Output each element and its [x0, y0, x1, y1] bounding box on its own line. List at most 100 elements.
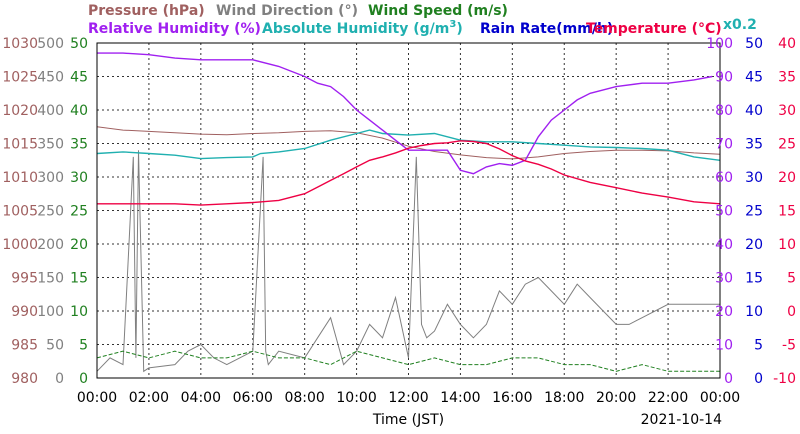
y-tick-label: 400 — [37, 103, 64, 119]
y-tick-label: 70 — [715, 137, 733, 153]
y-tick-label: 20 — [745, 237, 763, 253]
y-tick-label: 30 — [70, 170, 88, 186]
series-line — [96, 350, 720, 372]
y-tick-label: 25 — [70, 204, 88, 220]
legend-item: Pressure (hPa) — [88, 3, 205, 19]
y-tick-label: 1020 — [2, 103, 38, 119]
y-tick-label: 30 — [745, 170, 763, 186]
y-tick-label: 25 — [778, 137, 796, 153]
y-tick-label: 40 — [70, 103, 88, 119]
y-tick-label: 50 — [70, 36, 88, 52]
y-tick-label: 1015 — [2, 137, 38, 153]
axes: 9809859909951000100510101015102010251030… — [2, 36, 796, 406]
y-tick-label: 5 — [787, 271, 796, 287]
y-tick-label: 300 — [37, 170, 64, 186]
y-tick-label: 10 — [745, 304, 763, 320]
y-tick-label: 1010 — [2, 170, 38, 186]
x-tick-label: 00:00 — [77, 390, 117, 406]
y-tick-label: 40 — [745, 103, 763, 119]
y-tick-label: 20 — [715, 304, 733, 320]
y-tick-label: 50 — [46, 338, 64, 354]
x-tick-label: 02:00 — [129, 390, 169, 406]
y-tick-label: 1005 — [2, 204, 38, 220]
x-tick-label: 06:00 — [233, 390, 273, 406]
y-tick-label: 450 — [37, 70, 64, 86]
y-tick-label: 60 — [715, 170, 733, 186]
plot-frame — [96, 42, 721, 379]
x-tick-label: 04:00 — [181, 390, 221, 406]
x-tick-label: 20:00 — [596, 390, 636, 406]
x-tick-label: 10:00 — [336, 390, 376, 406]
y-tick-label: 500 — [37, 36, 64, 52]
y-tick-label: 985 — [11, 338, 38, 354]
y-tick-label: 40 — [715, 237, 733, 253]
y-tick-label: 30 — [715, 271, 733, 287]
y-tick-label: 50 — [745, 36, 763, 52]
y-tick-label: 0 — [724, 371, 733, 387]
y-tick-label: 0 — [79, 371, 88, 387]
y-tick-label: 350 — [37, 137, 64, 153]
y-tick-label: 0 — [55, 371, 64, 387]
ah-scale-note: x0.2 — [723, 17, 757, 33]
y-tick-label: 10 — [70, 304, 88, 320]
y-tick-label: 20 — [70, 237, 88, 253]
legend-item: Rain Rate(mm/h) — [480, 21, 613, 37]
y-tick-label: 35 — [745, 137, 763, 153]
y-tick-label: 90 — [715, 70, 733, 86]
y-tick-label: 200 — [37, 237, 64, 253]
y-tick-label: 45 — [70, 70, 88, 86]
y-tick-label: 15 — [745, 271, 763, 287]
x-tick-label: 22:00 — [648, 390, 688, 406]
x-tick-label: 00:00 — [700, 390, 740, 406]
grid — [97, 43, 720, 378]
y-tick-label: 0 — [754, 371, 763, 387]
y-tick-label: 80 — [715, 103, 733, 119]
x-tick-label: 14:00 — [440, 390, 480, 406]
legend-item: Wind Direction (°) — [216, 3, 358, 19]
series-line — [97, 140, 721, 206]
x-tick-label: 08:00 — [284, 390, 324, 406]
y-tick-label: 100 — [37, 304, 64, 320]
y-tick-label: 10 — [715, 338, 733, 354]
x-tick-label: 12:00 — [388, 390, 428, 406]
date-label: 2021-10-14 — [641, 412, 722, 428]
y-tick-label: 1030 — [2, 36, 38, 52]
y-tick-label: 5 — [754, 338, 763, 354]
legend-item: Temperature (°C) — [586, 21, 722, 37]
y-tick-label: 15 — [70, 271, 88, 287]
y-tick-label: 995 — [11, 271, 38, 287]
series-line — [96, 150, 720, 373]
y-tick-label: 100 — [706, 36, 733, 52]
y-tick-label: 30 — [778, 103, 796, 119]
y-tick-label: -10 — [773, 371, 796, 387]
legend-item: Wind Speed (m/s) — [368, 3, 508, 19]
y-tick-label: 150 — [37, 271, 64, 287]
y-tick-label: 980 — [11, 371, 38, 387]
x-tick-label: 18:00 — [544, 390, 584, 406]
y-tick-label: 1000 — [2, 237, 38, 253]
y-tick-label: 250 — [37, 204, 64, 220]
y-tick-label: 5 — [79, 338, 88, 354]
y-tick-label: 35 — [70, 137, 88, 153]
legend-item: Absolute Humidity (g/m3) — [262, 19, 463, 37]
y-tick-label: 50 — [715, 204, 733, 220]
y-tick-label: 15 — [778, 204, 796, 220]
x-tick-label: 16:00 — [492, 390, 532, 406]
series-line — [97, 52, 713, 175]
y-tick-label: 45 — [745, 70, 763, 86]
y-tick-label: 10 — [778, 237, 796, 253]
legend-item: Relative Humidity (%) — [88, 21, 261, 37]
y-tick-label: 990 — [11, 304, 38, 320]
x-axis-label: Time (JST) — [372, 412, 444, 428]
series-line — [96, 126, 721, 160]
y-tick-label: 35 — [778, 70, 796, 86]
y-tick-label: 25 — [745, 204, 763, 220]
y-tick-label: 0 — [787, 304, 796, 320]
y-tick-label: 1025 — [2, 70, 38, 86]
y-tick-label: -5 — [782, 338, 796, 354]
y-tick-label: 20 — [778, 170, 796, 186]
series-line — [96, 129, 721, 161]
legend: Pressure (hPa) Wind Direction (°) Wind Spe… — [88, 3, 757, 37]
y-tick-label: 40 — [778, 36, 796, 52]
